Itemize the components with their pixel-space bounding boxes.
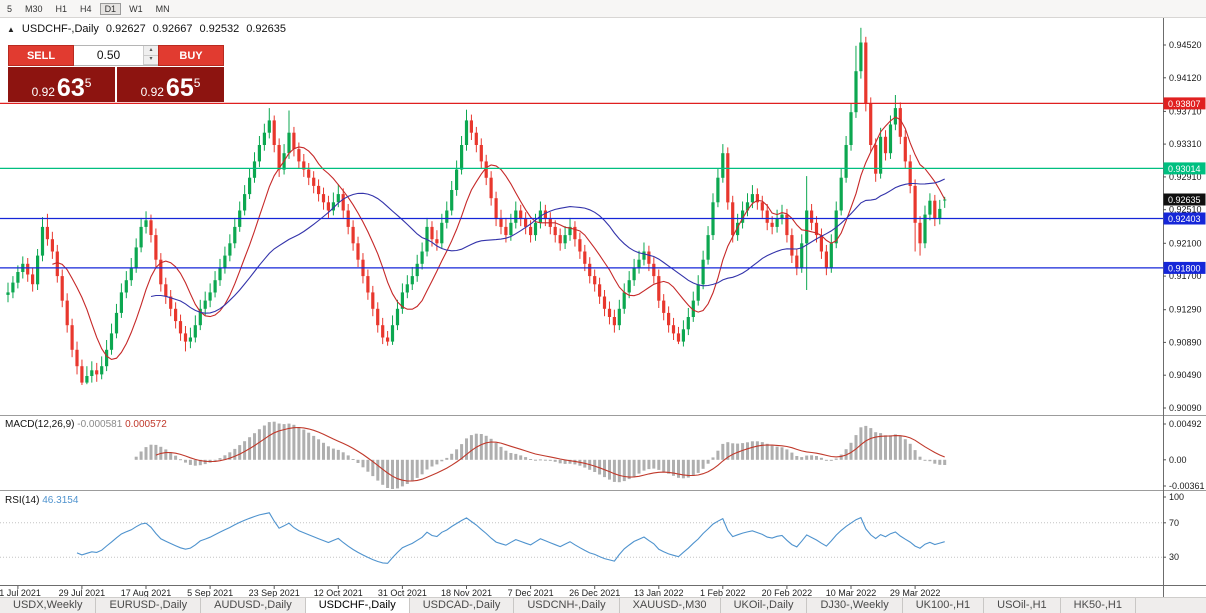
tab-usdcad-daily[interactable]: USDCAD-,Daily [410, 598, 515, 613]
date-label: 7 Dec 2021 [508, 588, 554, 598]
date-label: 31 Oct 2021 [378, 588, 427, 598]
date-label: 1 Feb 2022 [700, 588, 746, 598]
candles [6, 27, 947, 385]
chart-tab-bar: USDX,Weekly EURUSD-,Daily AUDUSD-,Daily … [0, 597, 1206, 613]
tab-audusd-daily[interactable]: AUDUSD-,Daily [201, 598, 306, 613]
volume-decrease-icon[interactable]: ▾ [144, 55, 158, 65]
ask-prefix: 0.92 [140, 85, 164, 99]
date-label: 5 Sep 2021 [187, 588, 233, 598]
current-price-marker [1163, 193, 1206, 206]
price-marker-label: 0.91800 [1168, 263, 1201, 273]
price-scale-label: 0.90890 [1169, 337, 1202, 347]
tab-ukoil-daily[interactable]: UKOil-,Daily [721, 598, 808, 613]
bid-prefix: 0.92 [31, 85, 55, 99]
tab-usoil-h1[interactable]: USOil-,H1 [984, 598, 1061, 613]
date-label: 13 Jan 2022 [634, 588, 684, 598]
macd-scale-label: 0.00 [1169, 455, 1187, 465]
moving-average-10 [52, 116, 946, 360]
price-scale-label: 0.94520 [1169, 40, 1202, 50]
timeframe-button-d1[interactable]: D1 [99, 2, 122, 15]
price-marker-0.93014 [1163, 162, 1206, 175]
date-label: 29 Jul 2021 [59, 588, 106, 598]
rsi-pane [0, 512, 1163, 564]
symbol-header: ▲ USDCHF-,Daily 0.92627 0.92667 0.92532 … [7, 23, 286, 35]
macd-label: MACD(12,26,9) -0.000581 0.000572 [5, 419, 167, 430]
timeframe-button-w1[interactable]: W1 [129, 3, 143, 14]
timeframe-button-h1[interactable]: H1 [55, 3, 68, 14]
rsi-scale-label: 30 [1169, 552, 1179, 562]
ohlc-high: 0.92667 [152, 23, 193, 35]
ohlc-low: 0.92532 [199, 23, 240, 35]
timeframe-button-h4[interactable]: H4 [80, 3, 92, 14]
ohlc-close: 0.92635 [246, 23, 286, 35]
symbol-title: USDCHF-,Daily [21, 23, 99, 35]
tab-usdcnh-daily[interactable]: USDCNH-,Daily [514, 598, 620, 613]
tab-xauusd-m30[interactable]: XAUUSD-,M30 [620, 598, 721, 613]
date-label: 20 Feb 2022 [762, 588, 813, 598]
tab-eurusd-daily[interactable]: EURUSD-,Daily [96, 598, 202, 613]
price-marker-label: 0.92403 [1168, 214, 1201, 224]
collapse-panel-icon[interactable]: ▲ [7, 24, 15, 34]
tab-usdchf-daily[interactable]: USDCHF-,Daily [305, 598, 410, 613]
ask-pip-digit: 5 [193, 76, 201, 90]
price-scale-label: 0.92510 [1169, 205, 1202, 215]
buy-button[interactable]: BUY [158, 45, 224, 66]
tab-usdx-weekly[interactable]: USDX,Weekly [0, 598, 97, 613]
timeframe-toolbar: 5 M30 H1 H4 D1 W1 MN [0, 0, 1206, 18]
rsi-label: RSI(14) 46.3154 [5, 495, 79, 506]
ask-big-digits: 65 [165, 74, 194, 102]
date-label: 26 Dec 2021 [569, 588, 620, 598]
timeframe-button-m5[interactable]: 5 [7, 3, 13, 14]
price-scale-label: 0.92100 [1169, 238, 1202, 248]
timeframe-button-m30[interactable]: M30 [25, 3, 43, 14]
main-pane [6, 27, 947, 385]
price-marker-label: 0.93807 [1168, 99, 1201, 109]
rsi-scale-label: 70 [1169, 518, 1179, 528]
price-scale-label: 0.91700 [1169, 271, 1202, 281]
price-scale-label: 0.90490 [1169, 370, 1202, 380]
price-scale-label: 0.91290 [1169, 305, 1202, 315]
ask-price[interactable]: 0.92655 [117, 67, 224, 102]
bid-big-digits: 63 [56, 74, 85, 102]
price-scale-label: 0.94120 [1169, 73, 1202, 83]
tab-uk100-h1[interactable]: UK100-,H1 [903, 598, 985, 613]
date-label: 10 Mar 2022 [826, 588, 877, 598]
date-label: 18 Nov 2021 [441, 588, 492, 598]
sell-button[interactable]: SELL [8, 45, 74, 66]
price-marker-0.92403 [1163, 212, 1206, 225]
rsi-scale-label: 100 [1169, 492, 1184, 502]
price-marker-label: 0.93014 [1168, 164, 1201, 174]
price-scale-label: 0.92910 [1169, 172, 1202, 182]
macd-scale-label: -0.00361 [1169, 481, 1205, 491]
date-label: 23 Sep 2021 [249, 588, 300, 598]
price-marker-0.91800 [1163, 261, 1206, 274]
volume-value[interactable]: 0.50 [96, 48, 121, 62]
price-scale-label: 0.93710 [1169, 106, 1202, 116]
macd-signal-line [155, 426, 945, 482]
one-click-trading-panel: SELL 0.50 ▴ ▾ BUY 0.92635 0.92655 [8, 45, 224, 102]
volume-increase-icon[interactable]: ▴ [144, 46, 158, 56]
macd-pane [134, 421, 947, 489]
date-label: 17 Aug 2021 [121, 588, 172, 598]
bid-price[interactable]: 0.92635 [8, 67, 115, 102]
price-marker-0.93807 [1163, 97, 1206, 110]
rsi-line [76, 512, 945, 564]
tab-dj30-weekly[interactable]: DJ30-,Weekly [807, 598, 903, 613]
price-scale-label: 0.93310 [1169, 139, 1202, 149]
date-label: 12 Oct 2021 [314, 588, 363, 598]
volume-spinner: ▴ ▾ [143, 46, 158, 65]
moving-average-30 [150, 178, 945, 314]
timeframe-button-mn[interactable]: MN [155, 3, 170, 14]
tab-hk50-h1[interactable]: HK50-,H1 [1061, 598, 1136, 613]
date-label: 11 Jul 2021 [0, 588, 41, 598]
current-price-label: 0.92635 [1168, 195, 1201, 205]
date-label: 29 Mar 2022 [890, 588, 941, 598]
price-scale-label: 0.90090 [1169, 403, 1202, 413]
bid-pip-digit: 5 [84, 76, 92, 90]
macd-scale-label: 0.00492 [1169, 419, 1202, 429]
ohlc-open: 0.92627 [105, 23, 146, 35]
chart-area[interactable]: 0.945200.941200.937100.933100.929100.925… [0, 0, 1206, 598]
volume-input[interactable]: 0.50 ▴ ▾ [74, 45, 158, 66]
